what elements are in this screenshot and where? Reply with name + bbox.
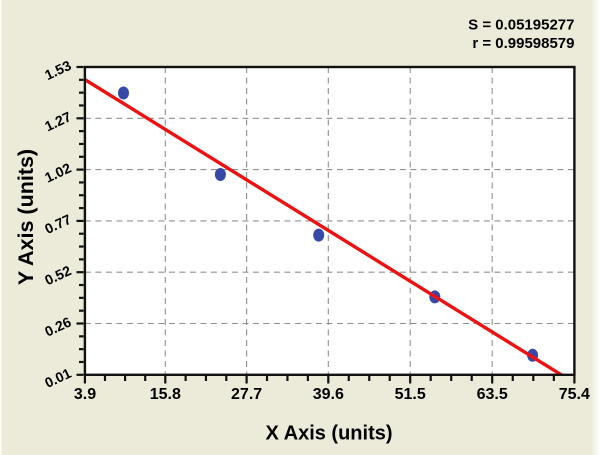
svg-text:r = 0.99598579: r = 0.99598579 bbox=[472, 35, 574, 52]
svg-text:63.5: 63.5 bbox=[477, 386, 508, 403]
svg-text:3.9: 3.9 bbox=[74, 386, 96, 403]
svg-text:S = 0.05195277: S = 0.05195277 bbox=[468, 17, 574, 34]
svg-text:39.6: 39.6 bbox=[313, 386, 344, 403]
svg-text:X Axis (units): X Axis (units) bbox=[265, 423, 392, 445]
svg-text:15.8: 15.8 bbox=[150, 386, 181, 403]
svg-text:27.7: 27.7 bbox=[231, 386, 262, 403]
svg-text:Y Axis (units): Y Axis (units) bbox=[14, 149, 38, 285]
svg-text:51.5: 51.5 bbox=[395, 386, 426, 403]
svg-text:75.4: 75.4 bbox=[559, 386, 590, 403]
